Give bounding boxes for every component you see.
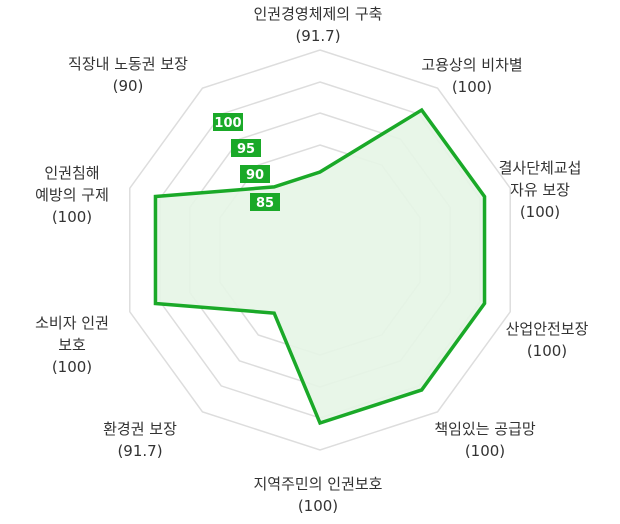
grid-level-badge-95: 95 — [231, 139, 261, 157]
axis-label-9: 직장내 노동권 보장 (90) — [68, 53, 188, 97]
axis-value-label: (100) — [526, 342, 568, 360]
grid-level-badge-90: 90 — [240, 165, 270, 183]
axis-label-text: 환경권 보장 — [103, 420, 177, 438]
axis-value-label: (100) — [51, 208, 93, 226]
axis-label-text: 인권침해 — [44, 164, 100, 182]
axis-label-0: 인권경영체제의 구축 (91.7) — [254, 3, 383, 47]
axis-value-label: (90) — [112, 77, 144, 95]
axis-label-text: 산업안전보장 — [505, 320, 589, 338]
grid-level-label: 95 — [237, 142, 255, 157]
axis-value-label: (91.7) — [117, 442, 163, 460]
grid-level-badge-bg — [213, 113, 243, 131]
grid-level-badge-bg — [250, 193, 280, 211]
axis-label-5: 지역주민의 인권보호 (100) — [254, 473, 383, 517]
grid-level-badge-bg — [231, 139, 261, 157]
series-polygon-0 — [153, 107, 487, 426]
grid-level-badge-bg — [240, 165, 270, 183]
axis-label-text: 책임있는 공급망 — [434, 420, 536, 438]
grid-level-label: 90 — [246, 168, 264, 183]
grid-ring-3 — [129, 49, 511, 451]
axis-label-text: 예방의 구제 — [35, 186, 109, 204]
axis-value-label: (100) — [297, 497, 339, 515]
grid-level-badge-85: 85 — [250, 193, 280, 211]
grid-level-label: 85 — [256, 196, 274, 211]
axis-label-3: 산업안전보장 (100) — [506, 318, 589, 362]
grid-level-label: 100 — [214, 116, 241, 131]
axis-label-text: 지역주민의 인권보호 — [253, 475, 383, 493]
axis-label-text: 소비자 인권 — [35, 314, 109, 332]
axis-label-6: 환경권 보장 (91.7) — [103, 418, 177, 462]
axis-value-label: (100) — [464, 442, 506, 460]
axis-label-text: 자유 보장 — [510, 181, 570, 199]
axis-value-label: (91.7) — [295, 27, 341, 45]
axis-label-text: 고용상의 비차별 — [421, 56, 523, 74]
axis-label-1: 고용상의 비차별 (100) — [421, 54, 522, 98]
grid-level-badge-100: 100 — [213, 113, 243, 131]
axis-label-text: 보호 — [58, 336, 86, 354]
axis-value-label: (100) — [451, 78, 493, 96]
axis-label-text: 인권경영체제의 구축 — [253, 5, 383, 23]
axis-value-label: (100) — [519, 203, 561, 221]
axis-label-text: 결사단체교섭 — [498, 159, 582, 177]
axis-value-label: (100) — [51, 358, 93, 376]
axis-label-4: 책임있는 공급망 (100) — [434, 418, 535, 462]
axis-label-text: 직장내 노동권 보장 — [68, 55, 188, 73]
